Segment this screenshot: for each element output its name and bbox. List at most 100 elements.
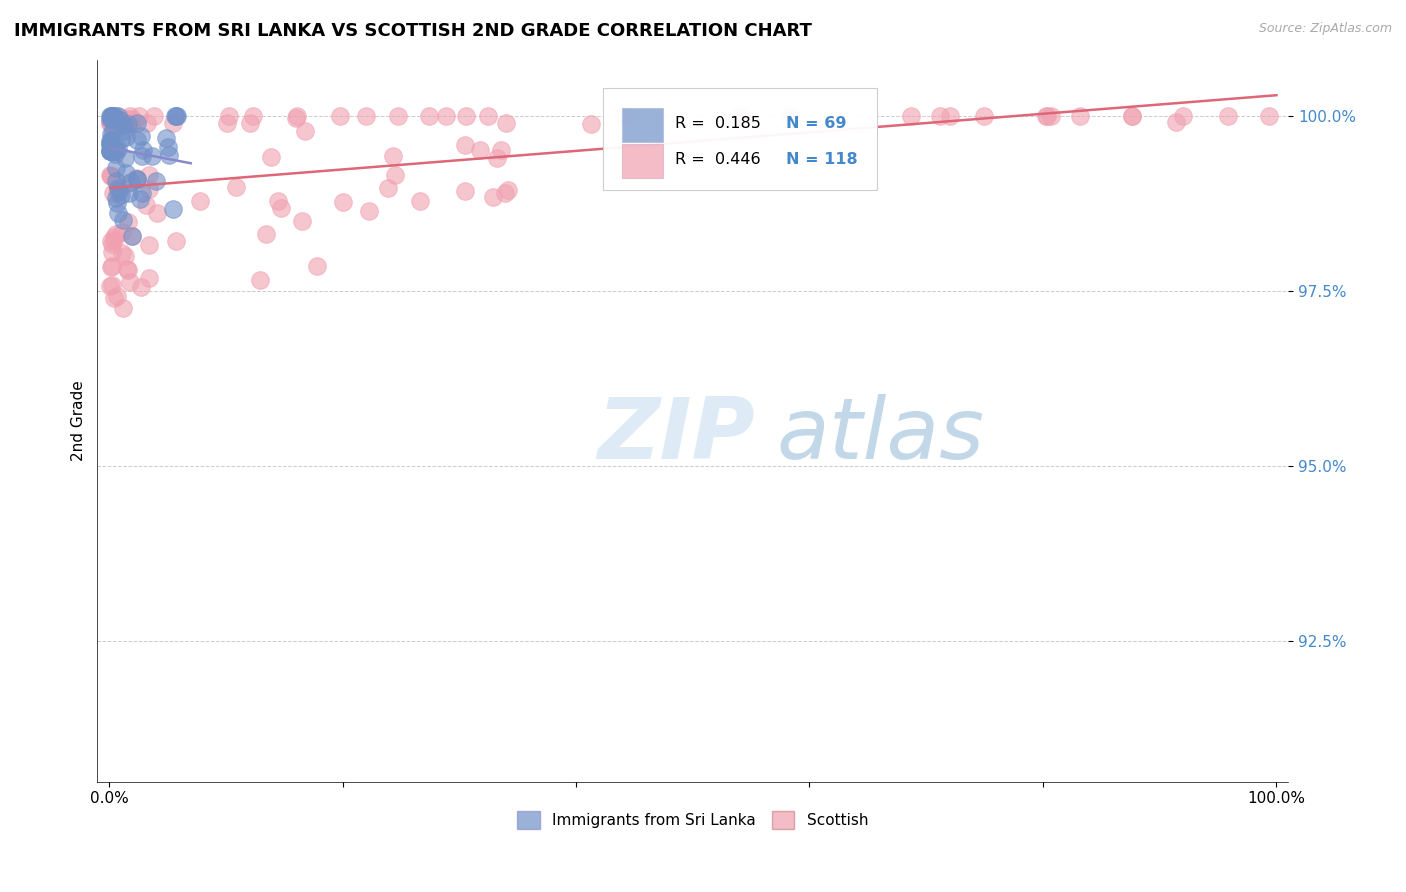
Text: IMMIGRANTS FROM SRI LANKA VS SCOTTISH 2ND GRADE CORRELATION CHART: IMMIGRANTS FROM SRI LANKA VS SCOTTISH 2N… [14,22,811,40]
Text: R =  0.185: R = 0.185 [675,116,761,130]
Point [101,109,124,123]
Point [122,114,145,128]
Point [101,139,124,153]
Point [129,128,152,143]
Point [98,116,121,130]
Point [112,212,135,227]
Point [254,227,277,242]
Point [107,109,129,123]
Point [111,116,134,130]
Point [156,140,179,154]
FancyBboxPatch shape [623,108,664,142]
Point [165,234,187,248]
Point [128,109,150,123]
Point [1121,109,1143,123]
Point [900,109,922,123]
Point [188,194,211,209]
Point [249,273,271,287]
Point [242,109,264,123]
Point [115,261,138,276]
Point [107,142,129,156]
FancyBboxPatch shape [603,88,877,190]
Point [117,262,139,277]
Point [100,112,122,126]
Point [163,109,186,123]
Text: ZIP: ZIP [598,393,755,476]
Point [118,116,141,130]
Point [115,116,138,130]
Y-axis label: 2nd Grade: 2nd Grade [72,380,86,461]
Point [377,181,399,195]
Point [291,214,314,228]
Point [120,175,142,189]
Point [779,109,801,123]
Point [115,112,138,126]
Point [103,291,125,305]
Point [98,168,121,182]
Point [132,143,155,157]
Point [131,186,153,201]
Point [494,186,516,200]
Point [105,289,128,303]
Point [121,112,143,127]
Point [1164,115,1187,129]
Point [125,171,148,186]
Point [115,116,138,130]
Point [162,202,184,216]
Point [114,130,136,145]
Point [115,166,138,180]
Point [491,143,513,157]
Point [98,137,121,152]
Point [108,113,131,128]
Point [117,176,139,190]
Point [129,280,152,294]
Point [294,124,316,138]
Point [1035,109,1057,123]
Point [118,109,141,123]
Point [104,161,127,175]
Point [100,169,122,183]
Point [215,116,238,130]
Point [100,169,122,183]
Point [162,116,184,130]
Point [136,116,159,130]
Point [1121,109,1143,123]
Point [121,228,143,243]
Point [118,276,141,290]
Point [127,116,149,130]
Point [356,109,378,123]
Point [100,128,122,142]
Text: atlas: atlas [776,393,984,476]
Point [138,238,160,252]
Point [239,116,262,130]
Point [104,147,127,161]
Point [101,244,124,259]
Point [387,109,409,123]
Point [135,198,157,212]
Point [101,109,124,123]
Point [138,168,160,182]
Point [103,186,125,201]
Point [101,259,124,273]
Point [127,133,149,147]
Point [98,112,121,126]
Point [155,130,177,145]
Point [100,109,122,123]
Point [100,116,122,130]
Point [103,109,125,123]
Point [100,144,122,158]
Point [98,109,121,123]
Text: R =  0.446: R = 0.446 [675,152,761,167]
Point [613,109,636,123]
Point [929,109,952,123]
Point [121,229,143,244]
Text: Source: ZipAtlas.com: Source: ZipAtlas.com [1258,22,1392,36]
Point [115,116,138,130]
Point [128,193,150,207]
Point [285,112,308,126]
Point [114,250,136,264]
Point [111,301,134,315]
Point [107,196,129,211]
Point [359,203,381,218]
Point [329,109,352,123]
